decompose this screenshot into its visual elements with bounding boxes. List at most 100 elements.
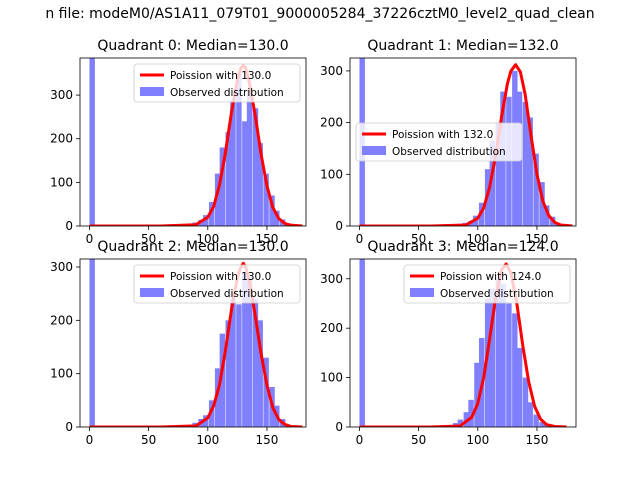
histogram-bar bbox=[225, 132, 231, 226]
histogram-bar bbox=[89, 58, 95, 226]
legend-label: Observed distribution bbox=[392, 146, 506, 158]
histogram-bar bbox=[516, 347, 523, 427]
plot-area bbox=[89, 259, 303, 427]
histogram-bar bbox=[203, 415, 209, 427]
x-tick-label: 50 bbox=[411, 232, 426, 246]
axes-frame bbox=[79, 57, 307, 227]
histogram-bar bbox=[468, 399, 474, 427]
histogram-bar bbox=[527, 402, 533, 427]
x-tick-label: 0 bbox=[356, 433, 364, 447]
histogram-bar bbox=[219, 147, 226, 226]
legend-label: Observed distribution bbox=[170, 288, 284, 300]
x-tick-label: 100 bbox=[466, 232, 489, 246]
legend-label: Observed distribution bbox=[170, 87, 284, 99]
poisson-curve bbox=[359, 63, 573, 226]
histogram-bar bbox=[242, 121, 248, 226]
x-tick-label: 150 bbox=[525, 232, 548, 246]
axes-frame bbox=[349, 57, 577, 227]
y-tick-label: 0 bbox=[335, 219, 343, 233]
histogram-bar bbox=[252, 299, 259, 427]
x-tick-label: 0 bbox=[356, 232, 364, 246]
x-tick-label: 100 bbox=[466, 433, 489, 447]
histogram-bar bbox=[89, 259, 95, 427]
histogram-bar bbox=[539, 182, 545, 226]
histogram-bar bbox=[544, 205, 550, 226]
subplot-quadrant-2: 0 50 100 150 0 100 200 300 Quadrant 2: Median=13… bbox=[50, 239, 307, 447]
y-tick-label: 300 bbox=[320, 272, 343, 286]
legend: Poission with 132.0 Observed distribution bbox=[355, 122, 523, 162]
histogram-bar bbox=[500, 283, 506, 427]
histogram-bar bbox=[269, 195, 275, 226]
y-tick-label: 200 bbox=[320, 116, 343, 130]
plot-area bbox=[359, 259, 567, 427]
histogram-bar bbox=[495, 122, 501, 226]
subplot-quadrant-0: 0 50 100 150 0 100 200 300 Quadrant 0: Median=13… bbox=[50, 38, 307, 246]
y-tick-label: 0 bbox=[65, 219, 73, 233]
histogram-bar bbox=[506, 303, 512, 427]
y-tick-label: 100 bbox=[50, 367, 73, 381]
histogram-bar bbox=[489, 288, 496, 427]
y-tick-label: 200 bbox=[320, 321, 343, 335]
y-tick-label: 100 bbox=[320, 371, 343, 385]
histogram-bar bbox=[533, 414, 539, 427]
y-tick-label: 300 bbox=[50, 260, 73, 274]
y-tick-label: 300 bbox=[50, 88, 73, 102]
y-tick-label: 0 bbox=[65, 420, 73, 434]
x-tick-label: 150 bbox=[255, 232, 278, 246]
histogram-bar bbox=[230, 99, 236, 226]
histogram-bar bbox=[457, 419, 464, 427]
subplot-quadrant-1: 0 50 100 150 0 100 200 300 Quadrant 1: Median=13… bbox=[320, 38, 577, 246]
histogram-bar bbox=[489, 140, 496, 226]
legend-bar-swatch bbox=[140, 288, 164, 297]
histogram-bar bbox=[522, 377, 529, 427]
legend-label: Observed distribution bbox=[440, 288, 554, 300]
x-tick-label: 50 bbox=[141, 232, 156, 246]
x-tick-label: 100 bbox=[196, 232, 219, 246]
x-tick-label: 0 bbox=[86, 433, 94, 447]
figure-suptitle: n file: modeM0/AS1A11_079T01_9000005284_… bbox=[45, 6, 595, 22]
histogram-bar bbox=[533, 153, 539, 226]
histogram-bar bbox=[242, 272, 248, 427]
x-tick-label: 50 bbox=[411, 433, 426, 447]
y-tick-label: 300 bbox=[320, 64, 343, 78]
histogram-bar bbox=[257, 320, 263, 427]
histogram-bar bbox=[236, 73, 242, 226]
plot-area bbox=[89, 58, 303, 226]
histogram-bar bbox=[230, 299, 236, 427]
x-tick-label: 50 bbox=[141, 433, 156, 447]
histogram-bar bbox=[252, 108, 259, 226]
legend-box bbox=[355, 122, 523, 162]
x-tick-label: 0 bbox=[86, 232, 94, 246]
histogram-bar bbox=[246, 90, 253, 226]
histogram-bar bbox=[208, 202, 215, 226]
histogram-bar bbox=[474, 362, 480, 427]
poisson-curve bbox=[89, 261, 303, 427]
y-tick-label: 100 bbox=[320, 167, 343, 181]
legend-label: Poission with 124.0 bbox=[440, 271, 541, 283]
histogram-bar bbox=[512, 313, 518, 427]
histogram-bar bbox=[203, 215, 209, 226]
histogram-bar bbox=[263, 173, 269, 226]
histogram-bar bbox=[225, 320, 231, 427]
y-tick-label: 100 bbox=[50, 175, 73, 189]
histogram-bar bbox=[214, 368, 221, 427]
x-tick-label: 150 bbox=[255, 433, 278, 447]
legend: Poission with 130.0 Observed distribution bbox=[133, 264, 301, 304]
y-tick-label: 200 bbox=[50, 132, 73, 146]
histogram-bar bbox=[539, 422, 545, 427]
histogram-bar bbox=[495, 278, 501, 427]
histogram-bar bbox=[219, 333, 226, 427]
y-tick-label: 200 bbox=[50, 313, 73, 327]
legend-box bbox=[133, 63, 301, 103]
histogram-bar bbox=[484, 298, 491, 427]
poisson-curve bbox=[359, 262, 567, 427]
axes-frame bbox=[79, 258, 307, 428]
subplot-title: Quadrant 2: Median=130.0 bbox=[97, 239, 288, 255]
legend-bar-swatch bbox=[362, 146, 386, 155]
legend-box bbox=[403, 264, 571, 304]
x-tick-label: 150 bbox=[525, 433, 548, 447]
subplot-title: Quadrant 0: Median=130.0 bbox=[97, 38, 288, 54]
histogram-bar bbox=[263, 357, 269, 427]
legend-bar-swatch bbox=[410, 288, 434, 297]
y-tick-label: 0 bbox=[335, 420, 343, 434]
